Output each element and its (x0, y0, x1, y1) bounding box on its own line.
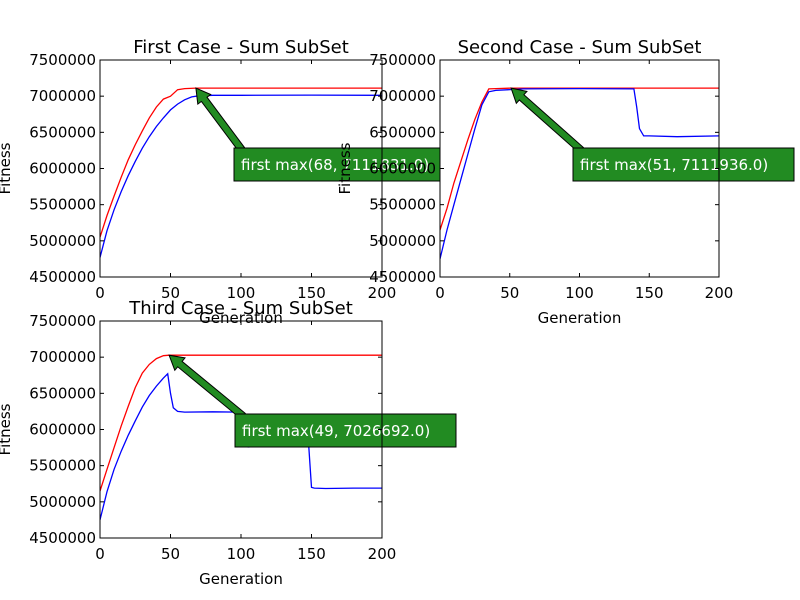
x-tick-label: 150 (635, 284, 664, 302)
annotation-arrow (510, 87, 585, 154)
x-tick-label: 100 (227, 284, 256, 302)
chart-panel-3: first max(49, 7026692.0) 0 50 100 150 200 4500… (0, 298, 457, 588)
y-tick-label: 6000000 (369, 160, 436, 178)
y-axis-label: Fitness (336, 142, 354, 194)
chart-panel-2: first max(51, 7111936.0)0 50 100 150 2004500… (336, 37, 795, 327)
y-tick-label: 7000000 (29, 348, 96, 366)
y-tick-label: 6500000 (29, 123, 96, 141)
x-axis-label: Generation (199, 309, 283, 327)
chart-panel-1: first max(68, 7111831.0)0 50 100 150 2004500… (0, 37, 440, 327)
y-tick-label: 5500000 (369, 196, 436, 214)
annotation-box (233, 147, 440, 182)
y-tick-label: 5500000 (29, 196, 96, 214)
y-axis-label: Fitness (0, 142, 14, 194)
series-line-1 (100, 87, 382, 238)
x-tick-label: 0 (95, 545, 105, 563)
annotation-box (234, 413, 457, 448)
y-axis-label: Fitness (0, 403, 14, 455)
annotation: first max(51, 7111936.0) (510, 87, 795, 182)
x-axis-label: Generation (199, 570, 283, 588)
x-tick-label: 200 (705, 284, 734, 302)
x-tick-label: 50 (161, 545, 180, 563)
chart-title: Third Case - Sum SubSet (128, 298, 353, 319)
series-line-1 (100, 354, 382, 492)
y-tick-label: 6000000 (29, 160, 96, 178)
x-tick-label: 50 (500, 284, 519, 302)
y-tick-label: 5000000 (369, 232, 436, 250)
y-tick-label: 5500000 (29, 457, 96, 475)
y-tick-label: 4500000 (369, 268, 436, 286)
annotation-text: first max(49, 7026692.0) (242, 422, 430, 440)
x-tick-label: 200 (368, 284, 397, 302)
x-tick-label: 150 (297, 284, 326, 302)
y-tick-label: 7000000 (369, 87, 436, 105)
y-tick-label: 7500000 (29, 51, 96, 69)
x-tick-label: 0 (95, 284, 105, 302)
x-tick-label: 100 (227, 545, 256, 563)
y-tick-label: 7500000 (369, 51, 436, 69)
y-tick-label: 6500000 (369, 123, 436, 141)
x-tick-label: 150 (297, 545, 326, 563)
annotation-arrow (195, 87, 246, 153)
series-line-2 (440, 87, 719, 260)
x-tick-label: 0 (435, 284, 445, 302)
series-line-2 (100, 372, 382, 521)
x-tick-label: 50 (161, 284, 180, 302)
annotation: first max(49, 7026692.0) (168, 354, 457, 448)
series-line-2 (100, 94, 382, 258)
y-tick-label: 5000000 (29, 493, 96, 511)
y-tick-label: 6000000 (29, 421, 96, 439)
annotation-box (572, 147, 795, 182)
chart-title: First Case - Sum SubSet (133, 37, 349, 58)
x-axis-label: Generation (538, 309, 622, 327)
y-tick-label: 7000000 (29, 87, 96, 105)
y-tick-label: 6500000 (29, 384, 96, 402)
chart-title: Second Case - Sum SubSet (458, 37, 702, 58)
x-tick-label: 200 (368, 545, 397, 563)
y-tick-label: 5000000 (29, 232, 96, 250)
y-tick-label: 4500000 (29, 268, 96, 286)
annotation-arrow (168, 354, 246, 420)
y-tick-label: 4500000 (29, 529, 96, 547)
annotation-text: first max(51, 7111936.0) (580, 156, 768, 174)
y-tick-label: 7500000 (29, 312, 96, 330)
x-tick-label: 100 (565, 284, 594, 302)
